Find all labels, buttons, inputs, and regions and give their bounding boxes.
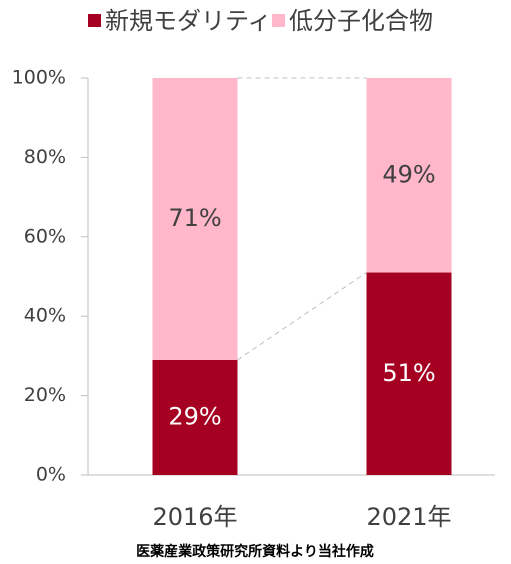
y-tick-label: 80%: [24, 146, 66, 168]
bar-segment: [152, 359, 238, 475]
bar-segment: [366, 78, 452, 273]
value-label: 49%: [382, 160, 435, 188]
y-tick-label: 100%: [12, 67, 66, 89]
bar-segment: [366, 272, 452, 475]
legend-label: 低分子化合物: [289, 7, 433, 35]
x-tick-label: 2021年: [366, 503, 451, 531]
value-label: 29%: [168, 402, 221, 430]
value-label: 71%: [168, 204, 221, 232]
source-note: 医薬産業政策研究所資料より当社作成: [136, 543, 374, 560]
y-tick-label: 60%: [24, 225, 66, 247]
y-tick-label: 0%: [36, 464, 66, 486]
legend-label: 新規モダリティ: [105, 7, 272, 35]
x-tick-label: 2016年: [152, 503, 237, 531]
connector-line: [237, 272, 367, 361]
legend-swatch: [272, 14, 285, 27]
y-tick-label: 40%: [24, 305, 66, 327]
bar-segment: [152, 78, 238, 360]
value-label: 51%: [382, 359, 435, 387]
y-tick-label: 20%: [24, 384, 66, 406]
legend-swatch: [88, 14, 101, 27]
